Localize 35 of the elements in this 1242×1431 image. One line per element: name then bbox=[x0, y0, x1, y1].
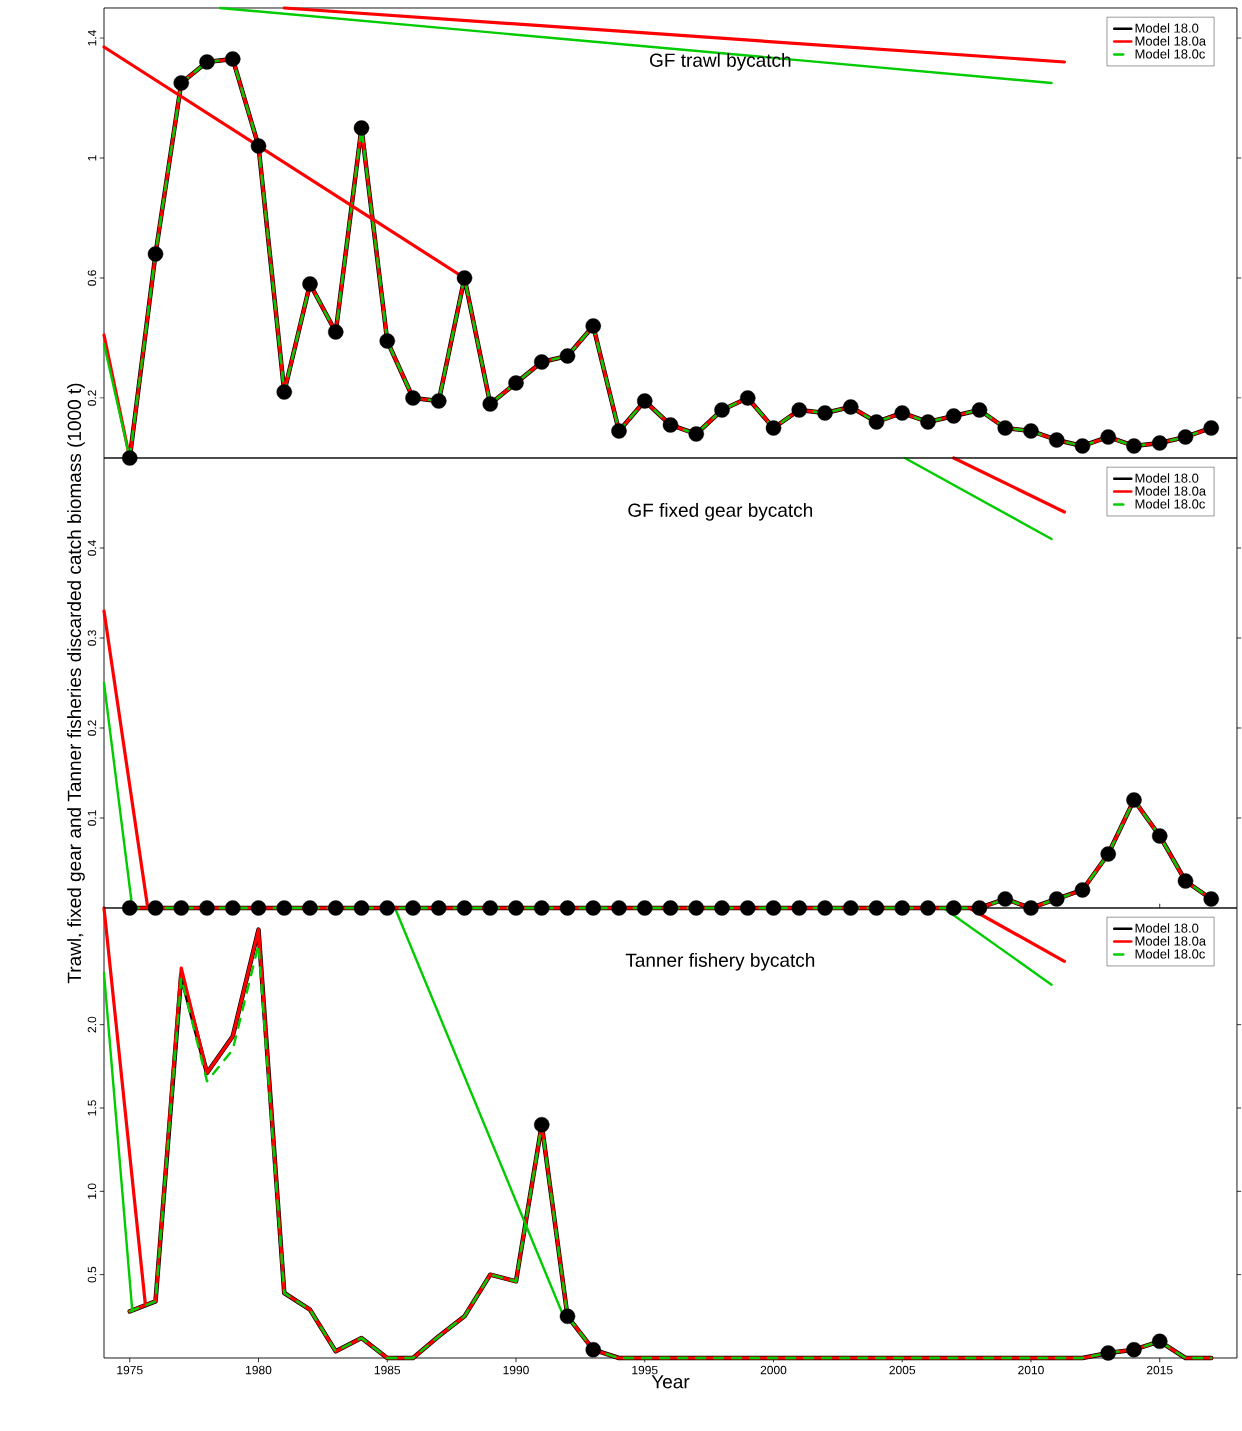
y-tick-label: 0.1 bbox=[87, 810, 97, 826]
legend-label: Model 18.0c bbox=[1135, 49, 1206, 59]
legend-label: Model 18.0a bbox=[1135, 486, 1207, 496]
y-tick-label: 1.4 bbox=[88, 30, 97, 46]
y-tick-label: 2.0 bbox=[87, 1016, 97, 1033]
y-tick-label: 0.2 bbox=[87, 390, 97, 406]
x-tick-label: 2015 bbox=[1147, 1365, 1173, 1375]
y-tick-label: 1.0 bbox=[87, 1183, 97, 1199]
x-tick-label: 2000 bbox=[760, 1365, 787, 1375]
text: GF fixed gear bycatch bbox=[628, 502, 813, 521]
x-axis-title: Year bbox=[651, 1375, 690, 1389]
y-tick-label: 1 bbox=[88, 155, 97, 161]
x-tick-label: 2005 bbox=[889, 1365, 916, 1375]
text: Tanner fishery bycatch bbox=[625, 952, 815, 971]
legend-label: Model 18.0c bbox=[1135, 499, 1206, 509]
y-tick-label: 0.3 bbox=[87, 630, 97, 646]
y-tick-label: 0.2 bbox=[87, 720, 97, 736]
y-tick-label: 0.4 bbox=[87, 540, 97, 556]
x-tick-label: 1995 bbox=[632, 1365, 658, 1375]
legend-label: Model 18.0a bbox=[1135, 936, 1207, 946]
x-tick-label: 1985 bbox=[374, 1365, 401, 1375]
legend-label: Model 18.0c bbox=[1135, 949, 1206, 959]
y-tick-label: 1.5 bbox=[88, 1100, 97, 1116]
y-tick-label: 0.6 bbox=[87, 270, 97, 286]
x-tick-label: 2010 bbox=[1018, 1365, 1045, 1375]
legend-label: Model 18.0a bbox=[1135, 36, 1207, 46]
legend-label: Model 18.0 bbox=[1135, 923, 1199, 933]
x-tick-label: 1975 bbox=[117, 1365, 143, 1375]
y-axis-title: Trawl, fixed gear and Tanner fisheries discarded catch biomass (1000 t) bbox=[67, 383, 86, 984]
x-tick-label: 1980 bbox=[246, 1365, 272, 1375]
x-tick-label: 1990 bbox=[503, 1365, 530, 1375]
y-tick-label: 0.5 bbox=[87, 1266, 97, 1283]
legend-label: Model 18.0 bbox=[1135, 23, 1199, 33]
text: GF trawl bycatch bbox=[650, 52, 791, 71]
legend-label: Model 18.0 bbox=[1135, 473, 1199, 483]
